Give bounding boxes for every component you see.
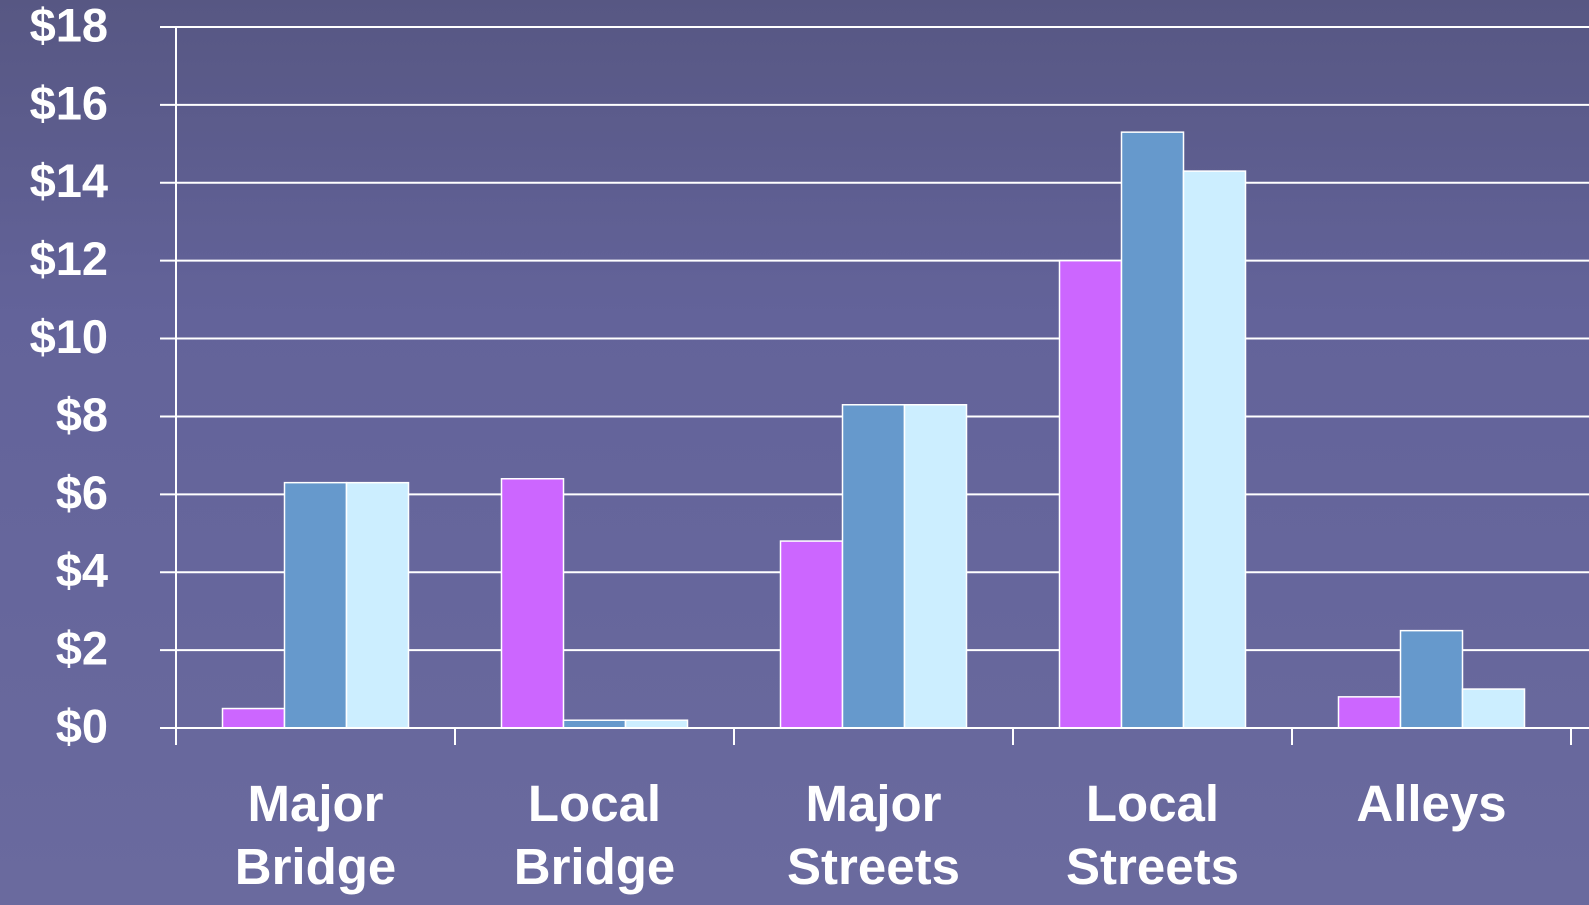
y-tick-label: $4 <box>56 544 108 597</box>
bar <box>841 404 906 729</box>
bar <box>283 481 348 729</box>
x-tick-label: Local Bridge <box>513 775 676 895</box>
y-tick-label: $0 <box>56 699 108 752</box>
bar <box>1120 131 1185 729</box>
bar <box>1058 259 1123 729</box>
bar <box>1182 170 1247 729</box>
x-tick-label: Alleys <box>1356 775 1507 832</box>
bar <box>500 478 565 729</box>
y-tick-label: $12 <box>30 232 108 285</box>
y-tick-label: $16 <box>30 76 108 129</box>
bar <box>903 404 968 729</box>
y-tick-label: $8 <box>56 388 108 441</box>
bar <box>345 481 410 729</box>
bar <box>624 719 689 729</box>
y-tick-label: $2 <box>56 622 108 675</box>
y-tick-label: $10 <box>30 310 108 363</box>
bar <box>779 540 844 729</box>
x-tick-label: Major Bridge <box>234 775 397 895</box>
y-tick-label: $6 <box>56 466 108 519</box>
y-tick-label: $18 <box>30 0 108 51</box>
bar <box>1337 696 1402 729</box>
x-tick-label: Local Streets <box>1066 775 1239 895</box>
bar <box>1461 688 1526 729</box>
bar <box>221 707 286 729</box>
y-tick-label: $14 <box>30 154 108 207</box>
bar <box>562 719 627 729</box>
x-tick-label: Major Streets <box>787 775 960 895</box>
bar <box>1399 629 1464 729</box>
